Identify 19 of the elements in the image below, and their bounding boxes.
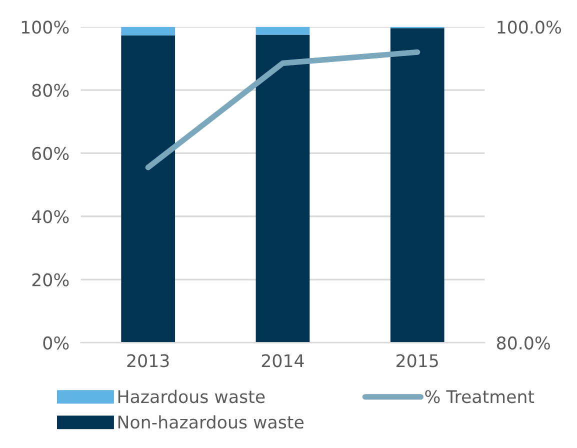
y-tick-label: 60%	[32, 146, 69, 160]
bar	[256, 34, 310, 343]
y-tick-label: 40%	[32, 210, 69, 224]
y-tick-label: 0%	[43, 336, 69, 350]
y2-tick-label: 100.0%	[498, 20, 562, 34]
y2-tick-label: 80.0%	[496, 336, 550, 350]
y-tick-label: 80%	[32, 84, 69, 97]
bar	[256, 26, 310, 35]
y-tick-label: 20%	[32, 273, 69, 286]
x-tick-label: 2014	[262, 354, 304, 368]
legend-label: % Treatment	[425, 390, 534, 404]
x-tick-label: 2015	[396, 354, 438, 368]
legend-label: Hazardous waste	[118, 390, 265, 404]
bar	[390, 28, 444, 343]
x-tick-label: 2013	[127, 354, 169, 368]
bar	[121, 26, 176, 36]
bar	[121, 35, 176, 343]
y-tick-label: 100%	[22, 20, 69, 34]
legend-label: Non-hazardous waste	[118, 415, 304, 429]
